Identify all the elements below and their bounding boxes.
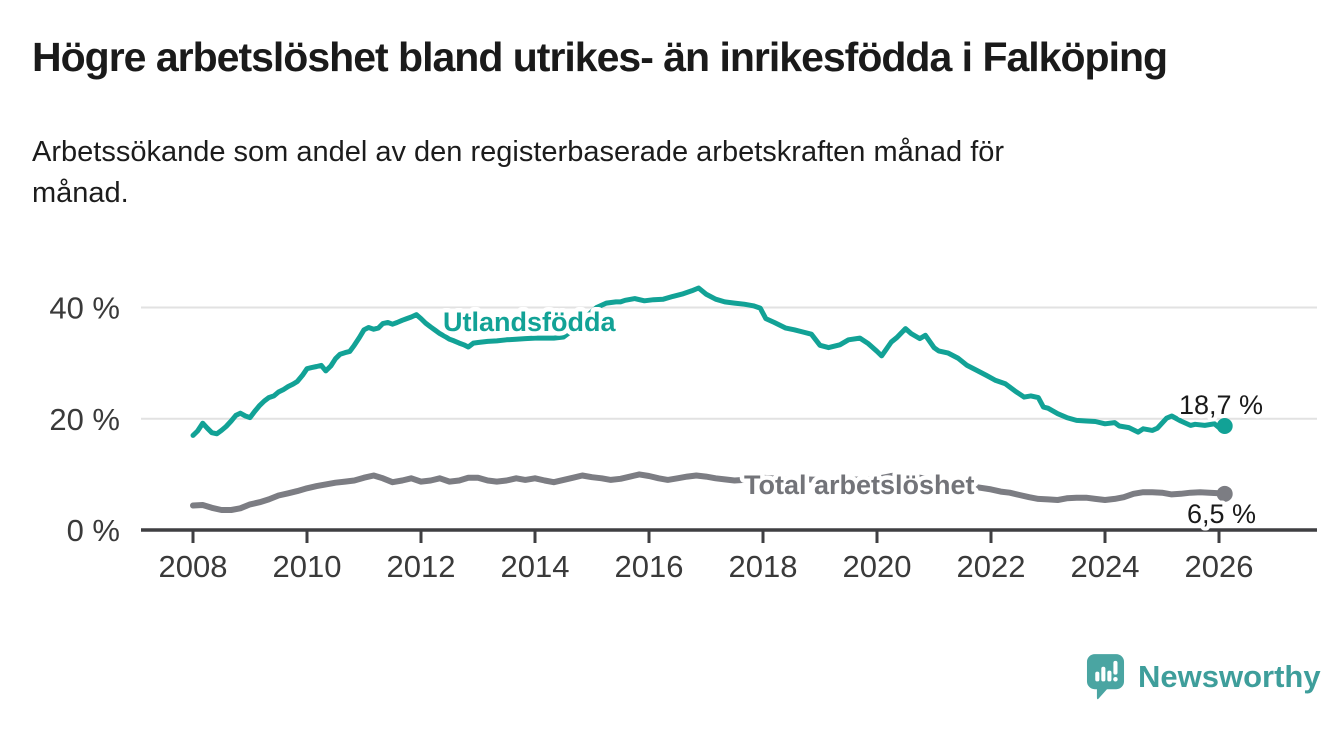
subtitle-line-2: månad.	[32, 177, 129, 209]
x-tick-label-2008: 2008	[159, 549, 228, 584]
exclamation-bar	[1113, 660, 1118, 675]
chart-subtitle: Arbetssökande som andel av den registerb…	[32, 132, 1004, 214]
end-dot-utlandsfodda	[1216, 417, 1233, 434]
y-tick-label-40: 40 %	[49, 291, 120, 326]
newsworthy-logo-icon	[1086, 654, 1125, 700]
bar-2	[1101, 666, 1106, 682]
newsworthy-logo: Newsworthy	[1086, 653, 1321, 701]
y-axis-labels: 0 % 20 % 40 %	[49, 291, 120, 549]
end-value-label-total: 6,5 %	[1187, 499, 1256, 529]
x-tick-label-2026: 2026	[1185, 549, 1254, 584]
x-tick-label-2014: 2014	[501, 549, 570, 584]
x-tick-label-2010: 2010	[273, 549, 342, 584]
x-tick-label-2018: 2018	[729, 549, 798, 584]
x-tick-label-2024: 2024	[1071, 549, 1140, 584]
series-label-total: Total arbetslöshet	[744, 470, 975, 500]
end-point-dots	[1216, 417, 1233, 502]
data-lines	[190, 285, 1228, 513]
exclamation-dot	[1113, 677, 1118, 682]
newsworthy-logo-text: Newsworthy	[1138, 659, 1321, 694]
subtitle-line-1: Arbetssökande som andel av den registerb…	[32, 136, 1005, 168]
x-tick-label-2022: 2022	[957, 549, 1026, 584]
bar-1	[1095, 671, 1100, 682]
y-tick-label-20: 20 %	[49, 402, 120, 437]
x-axis-ticks	[191, 530, 1221, 543]
x-tick-label-2016: 2016	[615, 549, 684, 584]
end-value-label-utlandsfodda: 18,7 %	[1179, 390, 1263, 420]
data-line-total	[190, 471, 1228, 513]
data-line-utlandsfodda	[190, 285, 1228, 438]
x-axis-labels: 2008 2010 2012 2014 2016 2018 2020 2022 2024 2026	[159, 549, 1254, 584]
gridlines	[141, 306, 1317, 420]
page-title: Högre arbetslöshet bland utrikes- än inr…	[32, 34, 1168, 80]
x-tick-label-2012: 2012	[387, 549, 456, 584]
speech-bubble-shape	[1086, 654, 1125, 700]
x-tick-label-2020: 2020	[843, 549, 912, 584]
end-dot-total	[1216, 485, 1233, 502]
series-label-utlandsfodda: Utlandsfödda	[443, 307, 616, 337]
y-tick-label-0: 0 %	[67, 513, 120, 548]
bar-3	[1107, 670, 1112, 682]
